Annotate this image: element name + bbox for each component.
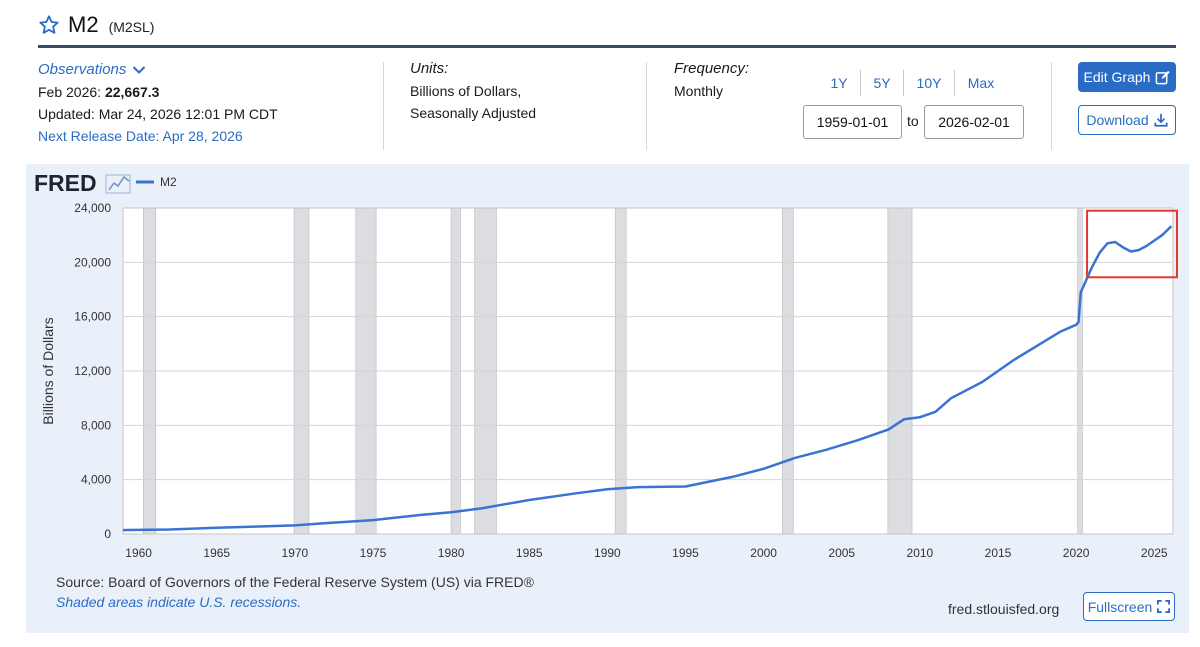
legend-label: M2	[160, 175, 177, 189]
chart-panel: FRED M2 0 4,000 8,000 12,000 16,000 20,000 24,00…	[26, 164, 1189, 633]
x-tick-label: 1970	[282, 546, 309, 560]
units-line2: Seasonally Adjusted	[410, 105, 537, 121]
x-tick-label: 2020	[1063, 546, 1090, 560]
y-tick-label: 16,000	[74, 310, 111, 324]
y-tick-label: 0	[104, 527, 111, 541]
y-tick-label: 8,000	[81, 418, 111, 432]
range-5y-button[interactable]: 5Y	[873, 75, 891, 91]
series-title-row: M2 (M2SL)	[38, 10, 154, 40]
series-line-m2	[122, 225, 1173, 532]
info-separator	[383, 62, 384, 150]
download-icon	[1154, 113, 1168, 127]
y-axis-label: Billions of Dollars	[40, 317, 56, 424]
fred-graph-icon-frame	[105, 174, 131, 194]
range-1y-button[interactable]: 1Y	[830, 75, 848, 91]
site-url: fred.stlouisfed.org	[948, 601, 1060, 617]
plot-border	[122, 207, 1174, 535]
x-tick-label: 1960	[125, 546, 152, 560]
end-date-input[interactable]: 2026-02-01	[924, 105, 1024, 139]
date-to-label: to	[907, 113, 919, 129]
observations-label: Observations	[38, 61, 127, 78]
fullscreen-icon	[1157, 600, 1171, 613]
title-divider	[38, 45, 1176, 48]
edit-graph-label: Edit Graph	[1083, 69, 1151, 85]
x-tick-label: 2015	[985, 546, 1012, 560]
edit-graph-button[interactable]: Edit Graph	[1078, 62, 1176, 92]
observations-dropdown[interactable]: Observations	[38, 59, 368, 81]
y-tick-label: 20,000	[74, 255, 111, 269]
fred-graph-icon	[108, 175, 130, 191]
latest-value: 22,667.3	[104, 84, 160, 100]
units-line1: Billions of Dollars,	[410, 83, 522, 99]
edit-icon	[1156, 70, 1171, 84]
frequency-label: Frequency:	[674, 60, 750, 77]
info-separator	[1051, 62, 1052, 150]
observations-block: Observations Feb 2026: 22,667.3 Updated:…	[38, 59, 368, 147]
frequency-block: Frequency: Monthly	[674, 58, 784, 102]
fred-logo: FRED	[34, 170, 97, 196]
latest-period: Feb 2026:	[38, 84, 102, 100]
y-tick-label: 24,000	[74, 201, 111, 215]
recession-note-link[interactable]: Shaded areas indicate U.S. recessions.	[56, 594, 302, 610]
x-tick-label: 2025	[1141, 546, 1168, 560]
x-tick-label: 2005	[828, 546, 855, 560]
chevron-down-icon	[133, 66, 146, 74]
start-date-input[interactable]: 1959-01-01	[803, 105, 902, 139]
frequency-value: Monthly	[674, 83, 724, 99]
x-tick-label: 2000	[750, 546, 777, 560]
x-tick-label: 1995	[672, 546, 699, 560]
x-tick-label: 1980	[438, 546, 465, 560]
range-separator	[954, 70, 955, 96]
range-separator	[860, 70, 861, 96]
range-max-button[interactable]: Max	[967, 75, 995, 91]
download-label: Download	[1086, 112, 1149, 128]
units-block: Units: Billions of Dollars, Seasonally A…	[410, 58, 650, 124]
fullscreen-button[interactable]: Fullscreen	[1083, 592, 1175, 621]
x-tick-label: 1990	[594, 546, 621, 560]
y-tick-label: 4,000	[81, 473, 111, 487]
y-tick-label: 12,000	[74, 364, 111, 378]
series-id: (M2SL)	[108, 19, 155, 35]
range-10y-button[interactable]: 10Y	[916, 75, 942, 91]
highlight-box	[1086, 209, 1178, 279]
star-outline-icon[interactable]	[38, 14, 60, 36]
page-title: M2	[68, 12, 99, 37]
info-separator	[646, 62, 647, 150]
x-tick-label: 1985	[516, 546, 543, 560]
latest-observation: Feb 2026: 22,667.3	[38, 81, 368, 103]
updated-text: Updated: Mar 24, 2026 12:01 PM CDT	[38, 106, 278, 122]
download-button[interactable]: Download	[1078, 105, 1176, 135]
range-buttons: 1Y 5Y 10Y Max	[818, 69, 1007, 97]
range-separator	[903, 70, 904, 96]
units-label: Units:	[410, 60, 449, 77]
x-tick-label: 1965	[203, 546, 230, 560]
source-text: Source: Board of Governors of the Federa…	[56, 574, 534, 590]
fullscreen-label: Fullscreen	[1087, 598, 1153, 615]
x-tick-label: 1975	[360, 546, 387, 560]
x-tick-label: 2010	[907, 546, 934, 560]
next-release-link[interactable]: Next Release Date: Apr 28, 2026	[38, 128, 243, 144]
m2-chart: FRED M2 0 4,000 8,000 12,000 16,000 20,000 24,00…	[34, 170, 1178, 560]
